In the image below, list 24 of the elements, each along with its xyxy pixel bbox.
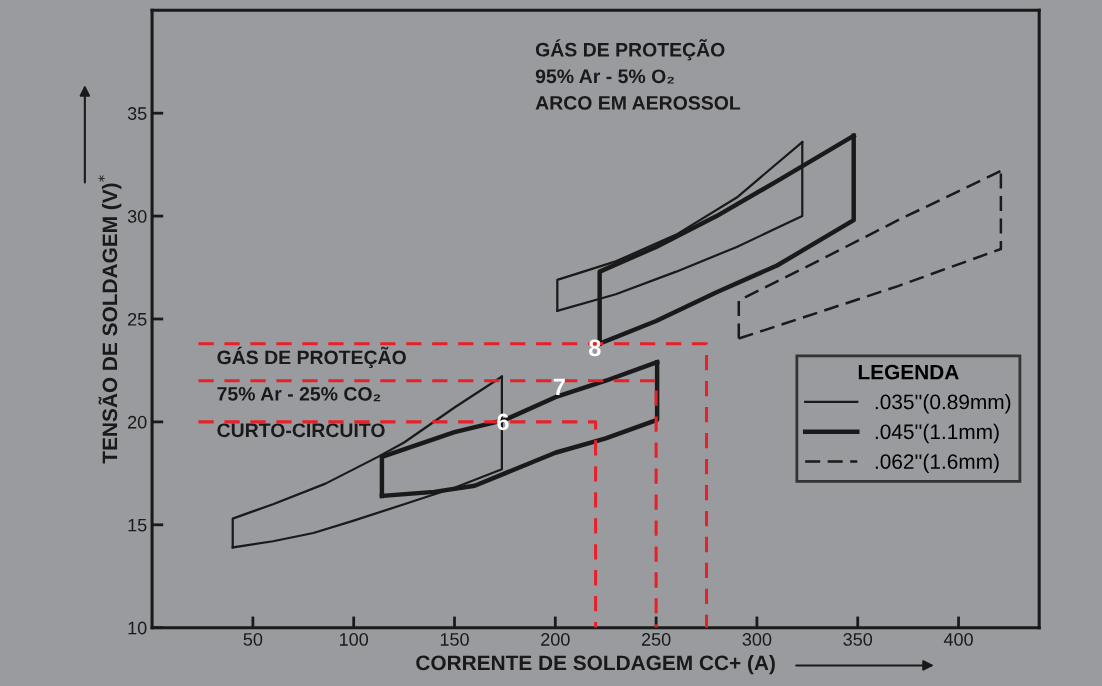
annotation: 6 — [497, 413, 509, 431]
y-tick-label: 20 — [128, 415, 147, 429]
legend-label: .062''(1.6mm) — [875, 453, 999, 474]
legend-title: LEGENDA — [858, 364, 959, 380]
x-tick-label: 200 — [541, 633, 570, 646]
annotation: GÁS DE PROTEÇÃO 95% Ar - 5% O₂ ARCO EM AEROSSOL — [535, 39, 741, 110]
x-tick-label: 400 — [943, 633, 973, 646]
x-tick-label: 250 — [641, 633, 671, 646]
y-axis-title: TENSÃO DE SOLDAGEM (V)$^{*}$ — [98, 175, 122, 464]
y-tick-label: 30 — [127, 210, 147, 223]
x-tick-label: 300 — [742, 633, 772, 646]
y-tick-label: 35 — [127, 107, 147, 120]
y-tick-label: 10 — [128, 621, 147, 635]
annotation: 7 — [553, 378, 565, 396]
x-axis-title: CORRENTE DE SOLDAGEM CC+ (A) — [416, 654, 775, 675]
legend-label: .045''(1.1mm) — [875, 423, 999, 444]
y-tick-label: 15 — [128, 518, 147, 532]
x-tick-label: 100 — [340, 633, 369, 646]
x-tick-label: 150 — [440, 633, 469, 646]
x-tick-label: 50 — [243, 633, 263, 646]
x-tick-label: 350 — [843, 633, 873, 646]
annotation: GÁS DE PROTEÇÃO 75% Ar - 25% CO₂ CURTO-CIRCUITO — [217, 346, 406, 438]
y-tick-label: 25 — [128, 312, 147, 326]
legend-label: .035''(0.89mm) — [875, 394, 1011, 414]
